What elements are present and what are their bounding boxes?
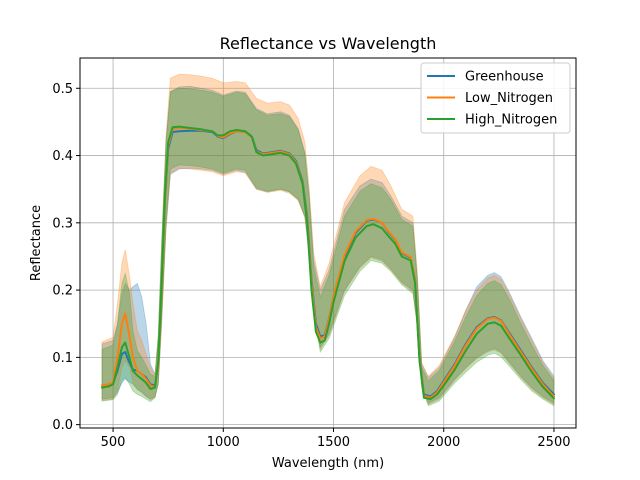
x-tick-label: 1500 (317, 435, 350, 450)
band-greenhouse (101, 85, 555, 404)
legend-label-high-nitrogen: High_Nitrogen (465, 113, 557, 128)
y-axis-title: Reflectance (29, 205, 44, 281)
x-tick-label: 2000 (427, 435, 460, 450)
legend: Greenhouse Low_Nitrogen High_Nitrogen (420, 62, 571, 134)
legend-label-low-nitrogen: Low_Nitrogen (465, 91, 553, 106)
y-tick-label: 0.3 (52, 216, 73, 231)
confidence-bands (101, 73, 555, 407)
y-tick-label: 0.5 (52, 82, 73, 97)
series-lines (101, 125, 555, 401)
y-tick-label: 0.2 (52, 284, 73, 299)
x-tick-label: 2500 (537, 435, 570, 450)
plot-frame (79, 57, 577, 429)
y-tick-label: 0.4 (52, 149, 73, 164)
legend-box (420, 62, 571, 134)
chart-title: Reflectance vs Wavelength (220, 34, 437, 53)
x-axis-ticks: 500 1000 1500 2000 2500 (101, 428, 571, 450)
legend-label-greenhouse: Greenhouse (465, 70, 544, 85)
x-axis-title: Wavelength (nm) (272, 456, 384, 471)
band-high-nitrogen (101, 87, 555, 407)
x-tick-label: 1000 (207, 435, 240, 450)
band-low-nitrogen (101, 73, 555, 406)
y-tick-label: 0.1 (52, 351, 73, 366)
x-tick-label: 500 (101, 435, 126, 450)
y-axis-ticks: 0.0 0.1 0.2 0.3 0.4 0.5 (52, 82, 80, 433)
y-tick-label: 0.0 (52, 418, 73, 433)
series-line-high-nitrogen (101, 125, 555, 401)
